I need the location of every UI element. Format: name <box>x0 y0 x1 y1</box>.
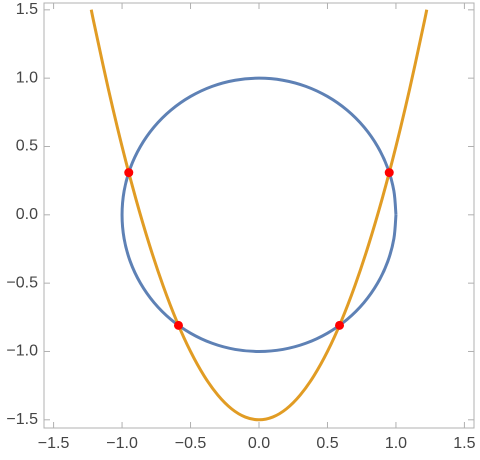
y-tick-label: 1.5 <box>16 1 38 18</box>
y-tick-label: −0.5 <box>6 274 38 291</box>
y-tick-label: −1.0 <box>6 343 38 360</box>
curve <box>120 76 398 353</box>
point <box>124 168 134 178</box>
curve <box>89 9 429 422</box>
x-tick-label: 0.0 <box>248 435 270 452</box>
y-tick-label: −1.5 <box>6 411 38 428</box>
x-tick-label: 1.5 <box>453 435 475 452</box>
point <box>173 320 183 330</box>
plot-frame <box>43 2 475 429</box>
y-tick-label: 0.5 <box>16 138 38 155</box>
x-tick-label: −1.0 <box>106 435 138 452</box>
point <box>384 168 394 178</box>
x-tick-label: −1.5 <box>38 435 70 452</box>
x-tick-label: 0.5 <box>316 435 338 452</box>
y-tick-label: 0.0 <box>16 206 38 223</box>
point <box>335 320 345 330</box>
x-tick-label: 1.0 <box>385 435 407 452</box>
y-tick-label: 1.0 <box>16 69 38 86</box>
x-tick-label: −0.5 <box>175 435 207 452</box>
